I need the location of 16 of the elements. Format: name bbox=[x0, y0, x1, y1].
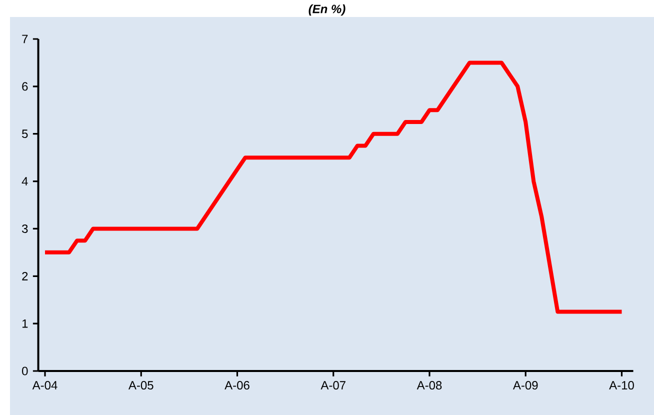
x-tick-label: A-05 bbox=[128, 381, 154, 390]
x-tick-label: A-10 bbox=[609, 381, 634, 390]
y-tick-label: 1 bbox=[22, 319, 28, 328]
y-tick-label: 0 bbox=[22, 366, 28, 376]
x-tick-label: A-08 bbox=[416, 381, 442, 390]
y-tick-label: 2 bbox=[22, 272, 28, 280]
y-tick-label: 3 bbox=[22, 224, 28, 233]
x-tick-label: A-09 bbox=[512, 381, 538, 390]
y-tick-label: 7 bbox=[22, 34, 28, 44]
y-tick-label: 5 bbox=[22, 130, 28, 138]
x-tick-label: A-07 bbox=[320, 381, 346, 390]
x-tick-label: A-06 bbox=[224, 381, 250, 390]
y-tick-label: 4 bbox=[22, 177, 28, 186]
chart-title: (En %) bbox=[308, 4, 346, 16]
x-tick-label: A-04 bbox=[32, 381, 58, 390]
y-tick-label: 6 bbox=[22, 82, 28, 91]
